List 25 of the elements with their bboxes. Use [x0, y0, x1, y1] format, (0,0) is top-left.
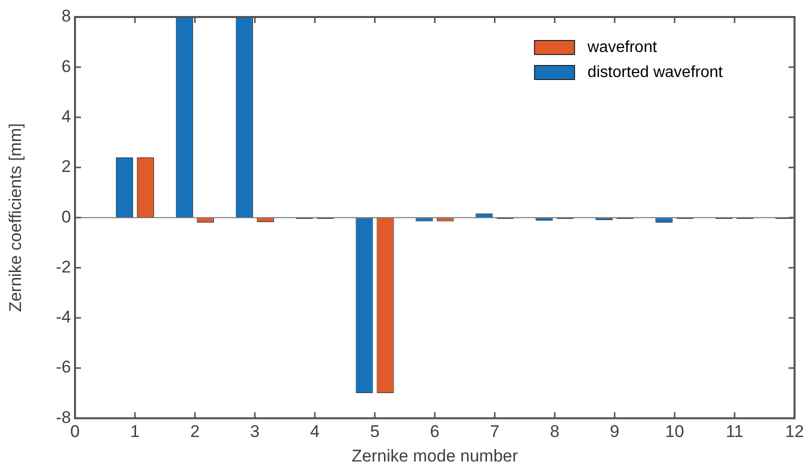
y-tick-label: 8: [62, 6, 71, 26]
x-tick-label: 9: [610, 422, 620, 442]
x-tick-label: 7: [490, 422, 500, 442]
y-tick-label: -6: [56, 358, 71, 377]
x-tick-label: 4: [310, 422, 320, 442]
x-tick-label: 12: [785, 422, 804, 442]
x-tick-label: 10: [665, 422, 684, 442]
y-tick-label: 6: [62, 56, 71, 76]
y-tick-label: 2: [62, 157, 71, 176]
x-tick-label: 2: [190, 422, 200, 442]
y-axis-title: Zernike coefficients [mm]: [6, 123, 25, 312]
y-tick-label: 0: [62, 207, 71, 226]
x-tick-label: 5: [370, 422, 380, 442]
x-tick-label: 8: [550, 422, 560, 442]
x-tick-label: 6: [430, 422, 440, 442]
x-tick-label: 11: [726, 422, 744, 442]
y-tick-label: -4: [56, 308, 71, 327]
legend-label: wavefront: [586, 38, 658, 56]
x-tick-label: 1: [130, 422, 140, 442]
y-tick-label: -8: [56, 408, 71, 427]
x-tick-label: 3: [250, 422, 260, 442]
y-tick-label: 4: [62, 106, 71, 126]
legend-label: distorted wavefront: [588, 64, 724, 81]
x-axis-title: Zernike mode number: [352, 446, 518, 466]
y-tick-label: -2: [56, 257, 71, 276]
